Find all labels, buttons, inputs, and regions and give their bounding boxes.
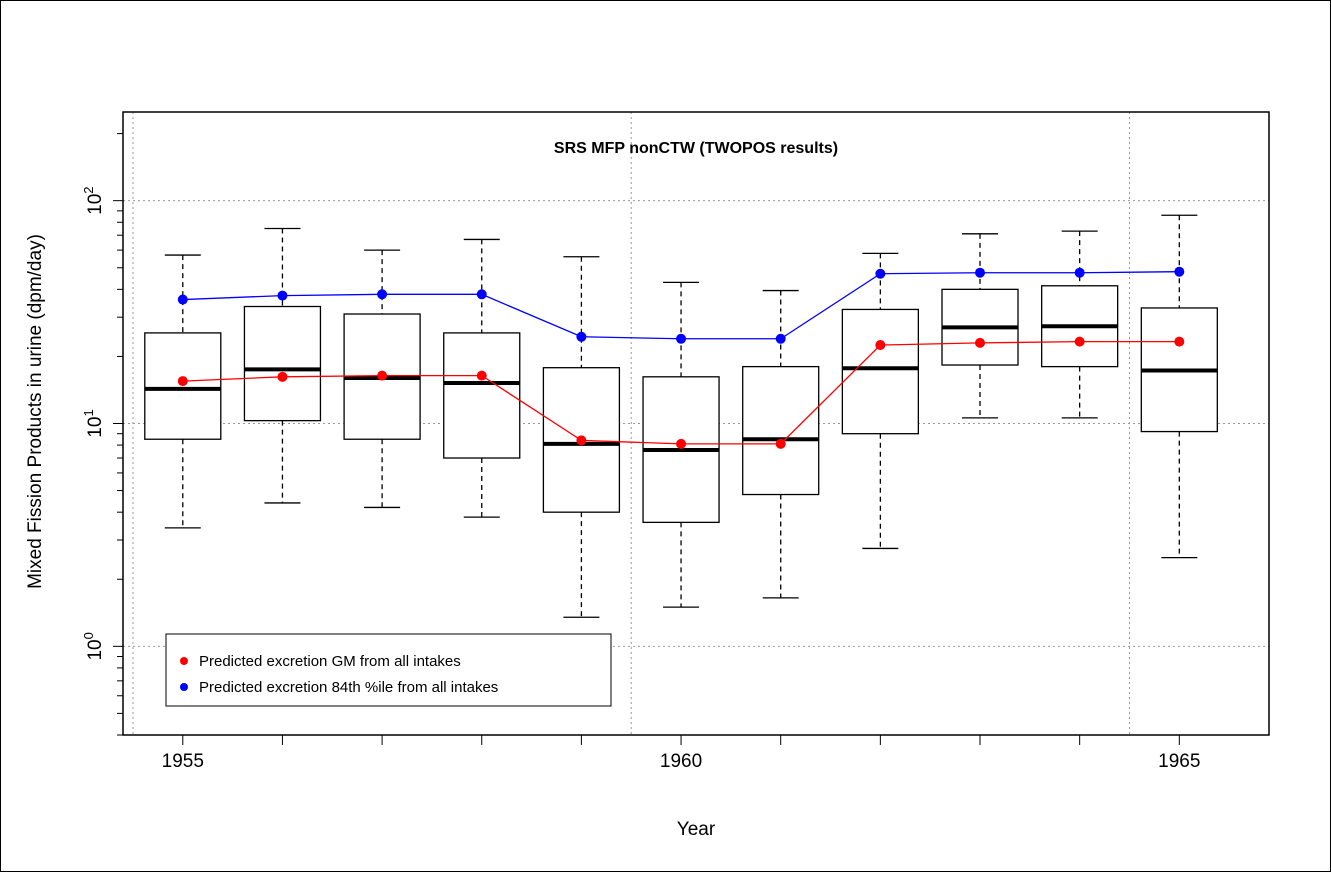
series-0-point-2 bbox=[377, 370, 388, 381]
series-0-point-8 bbox=[975, 337, 986, 348]
series-1-point-10 bbox=[1174, 266, 1185, 277]
series-1-point-4 bbox=[576, 331, 587, 342]
box-body-1 bbox=[243, 305, 322, 422]
series-0-point-0 bbox=[177, 376, 188, 387]
y-axis-title: Mixed Fission Products in urine (dpm/day… bbox=[25, 234, 46, 589]
series-1-point-3 bbox=[476, 289, 487, 300]
series-0-point-5 bbox=[676, 438, 687, 449]
series-0-point-4 bbox=[576, 435, 587, 446]
legend-label-gm: Predicted excretion GM from all intakes bbox=[199, 653, 461, 670]
legend-marker-gm bbox=[180, 657, 188, 665]
box-body-3 bbox=[443, 332, 521, 459]
series-1-point-1 bbox=[277, 290, 288, 301]
series-0-point-3 bbox=[476, 370, 487, 381]
legend-marker-84th bbox=[180, 683, 188, 691]
box-body-7 bbox=[841, 308, 920, 435]
series-0-point-1 bbox=[277, 371, 288, 382]
series-1-point-7 bbox=[875, 268, 886, 279]
x-axis-title: Year bbox=[677, 819, 716, 840]
box-plots bbox=[144, 214, 1218, 618]
x-tick-label-0: 1955 bbox=[162, 751, 204, 772]
series-1-point-6 bbox=[775, 333, 786, 344]
y-tick-label-0: 100 bbox=[81, 632, 106, 660]
series-1-point-0 bbox=[177, 294, 188, 305]
y-tick-exponent-2: 2 bbox=[81, 186, 96, 193]
series-0-point-10 bbox=[1174, 336, 1185, 347]
y-tick-label-2: 102 bbox=[81, 186, 106, 214]
chart-title: SRS MFP nonCTW (TWOPOS results) bbox=[554, 140, 838, 157]
x-tick-label-5: 1960 bbox=[660, 751, 702, 772]
series-1-point-9 bbox=[1074, 267, 1085, 278]
x-tick-label-10: 1965 bbox=[1158, 751, 1200, 772]
series-0-point-7 bbox=[875, 340, 886, 351]
series-1-point-2 bbox=[377, 289, 388, 300]
y-tick-label-1: 101 bbox=[81, 409, 106, 437]
series-0-point-6 bbox=[775, 438, 786, 449]
y-tick-exponent-1: 1 bbox=[81, 409, 96, 416]
series-0-point-9 bbox=[1074, 336, 1085, 347]
legend: Predicted excretion GM from all intakes … bbox=[165, 633, 612, 707]
legend-box bbox=[165, 633, 612, 707]
series-1-point-8 bbox=[975, 267, 986, 278]
box-body-6 bbox=[742, 365, 820, 496]
y-tick-exponent-0: 0 bbox=[81, 632, 96, 639]
legend-label-84th: Predicted excretion 84th %ile from all i… bbox=[199, 679, 498, 696]
series-1-point-5 bbox=[676, 333, 687, 344]
series-lines bbox=[177, 266, 1185, 449]
